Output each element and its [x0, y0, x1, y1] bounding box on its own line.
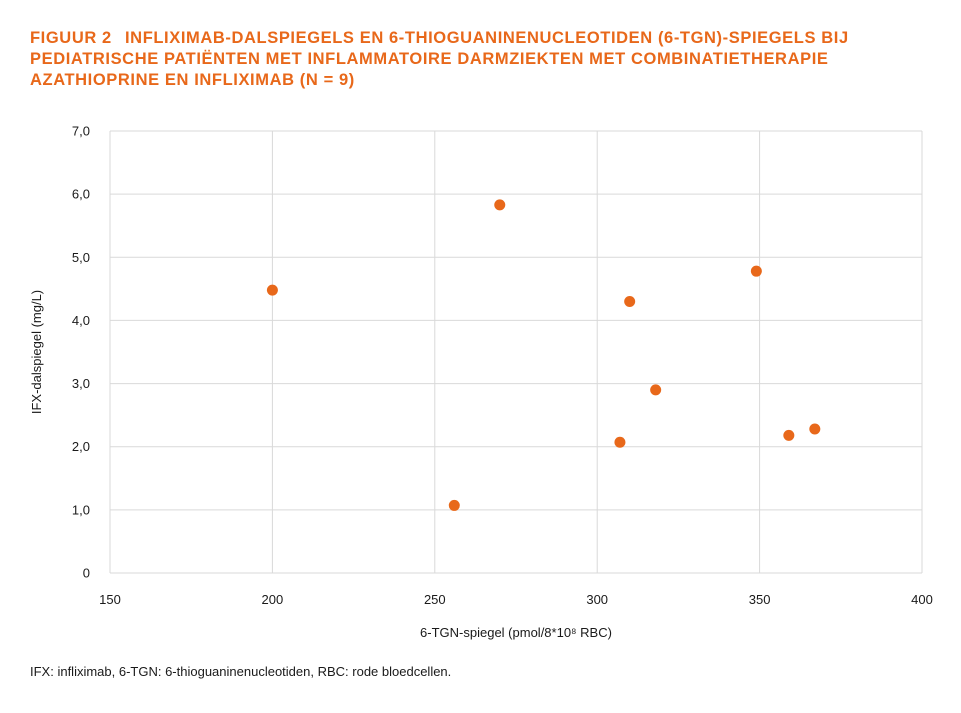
x-axis-label: 6-TGN-spiegel (pmol/8*10⁸ RBC): [420, 625, 612, 640]
data-point: [624, 295, 636, 307]
y-tick-label: 2,0: [72, 439, 90, 454]
y-tick-label: 0: [83, 566, 90, 581]
data-point: [494, 199, 506, 211]
x-tick-label: 350: [749, 592, 771, 607]
figure-footnote: IFX: infliximab, 6-TGN: 6-thioguaninenuc…: [30, 664, 452, 679]
y-tick-label: 5,0: [72, 250, 90, 265]
y-tick-label: 4,0: [72, 313, 90, 328]
y-tick-label: 1,0: [72, 502, 90, 517]
y-tick-label: 7,0: [72, 124, 90, 139]
data-point: [783, 429, 795, 441]
data-point: [266, 284, 278, 296]
x-tick-label: 400: [911, 592, 933, 607]
figure-label: Figuur 2: [30, 29, 112, 47]
data-point: [809, 423, 821, 435]
x-tick-label: 300: [586, 592, 608, 607]
data-point: [448, 499, 460, 511]
x-tick-label: 150: [99, 592, 121, 607]
y-axis-label: IFX-dalspiegel (mg/L): [29, 290, 44, 414]
data-point: [614, 436, 626, 448]
figure-title: Figuur 2 Infliximab-dalspiegels en 6-thi…: [30, 28, 930, 91]
x-tick-label: 250: [424, 592, 446, 607]
data-point: [750, 265, 762, 277]
y-tick-label: 3,0: [72, 376, 90, 391]
x-tick-label: 200: [262, 592, 284, 607]
figure-title-text: Infliximab-dalspiegels en 6-thioguaninen…: [30, 29, 849, 89]
data-point: [650, 384, 662, 396]
y-tick-label: 6,0: [72, 187, 90, 202]
